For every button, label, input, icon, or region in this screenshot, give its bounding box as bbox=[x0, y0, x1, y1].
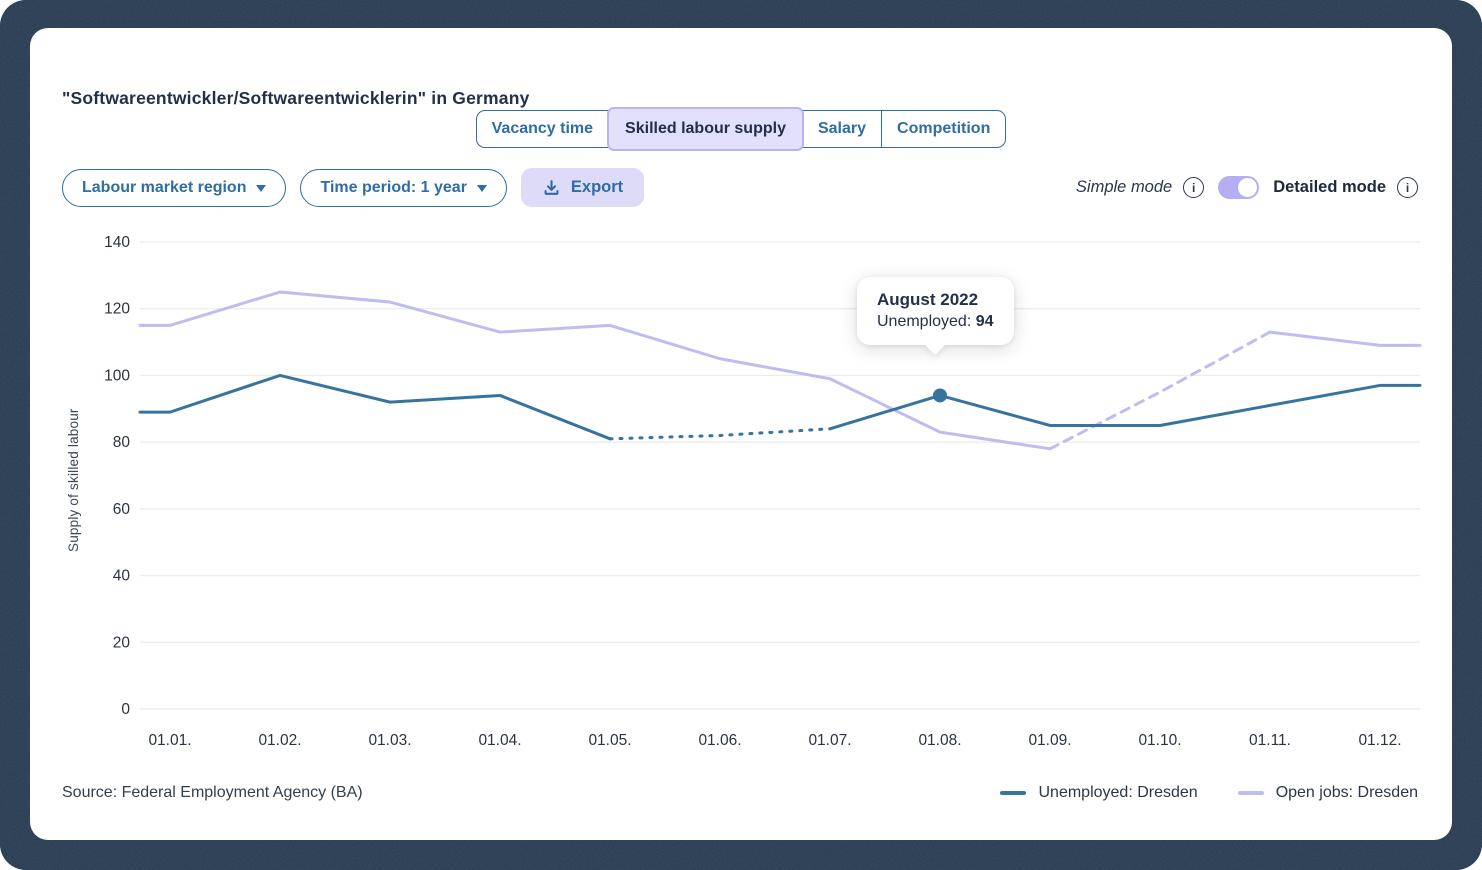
footer-row: Source: Federal Employment Agency (BA) U… bbox=[62, 784, 1418, 802]
time-period-dropdown[interactable]: Time period: 1 year bbox=[300, 168, 507, 207]
chart-area[interactable]: Supply of skilled labour 0 20 40 60 80 100 120… bbox=[62, 232, 1442, 772]
controls-row: Labour market region Time period: 1 year… bbox=[62, 168, 1418, 207]
svg-text:20: 20 bbox=[113, 634, 131, 651]
legend-item[interactable]: Unemployed: Dresden bbox=[1000, 784, 1198, 802]
simple-mode-label: Simple mode bbox=[1075, 178, 1173, 196]
chart-legend: Unemployed: Dresden Open jobs: Dresden bbox=[1000, 784, 1418, 802]
tab-group: Vacancy time Skilled labour supply Salary C… bbox=[475, 107, 1007, 151]
svg-text:80: 80 bbox=[113, 434, 131, 451]
svg-text:60: 60 bbox=[113, 501, 131, 518]
tooltip-title: August 2022 bbox=[877, 290, 979, 310]
svg-text:01.04.: 01.04. bbox=[478, 732, 521, 749]
svg-text:01.11.: 01.11. bbox=[1249, 732, 1291, 749]
svg-text:140: 140 bbox=[104, 234, 130, 251]
legend-swatch bbox=[1237, 791, 1264, 795]
tab-salary[interactable]: Salary bbox=[803, 111, 881, 147]
svg-text:01.05.: 01.05. bbox=[588, 732, 631, 749]
source-text: Source: Federal Employment Agency (BA) bbox=[62, 784, 363, 801]
svg-text:01.09.: 01.09. bbox=[1028, 732, 1071, 749]
svg-text:01.08.: 01.08. bbox=[918, 732, 961, 749]
detailed-mode-label: Detailed mode bbox=[1273, 178, 1386, 196]
svg-text:0: 0 bbox=[121, 701, 130, 718]
download-icon bbox=[544, 180, 559, 195]
highlighted-data-point[interactable] bbox=[933, 388, 947, 403]
chevron-down-icon bbox=[256, 185, 267, 192]
mode-switch-group: Simple mode Detailed mode bbox=[1076, 176, 1418, 199]
svg-text:01.06.: 01.06. bbox=[698, 732, 741, 749]
svg-text:120: 120 bbox=[104, 301, 130, 318]
chart-svg[interactable]: 0 20 40 60 80 100 120 140 01.01. 01.02. 01.03. 01.0… bbox=[90, 232, 1430, 772]
tab-competition[interactable]: Competition bbox=[881, 111, 1005, 147]
controls-left: Labour market region Time period: 1 year… bbox=[62, 168, 645, 207]
tabs-row: Vacancy time Skilled labour supply Salary C… bbox=[30, 107, 1452, 151]
export-button[interactable]: Export bbox=[520, 168, 645, 207]
toggle-knob bbox=[1238, 178, 1258, 197]
time-period-label: Time period: 1 year bbox=[320, 178, 467, 196]
svg-text:01.03.: 01.03. bbox=[368, 732, 411, 749]
tab-vacancy-time[interactable]: Vacancy time bbox=[477, 111, 608, 147]
labour-market-region-dropdown[interactable]: Labour market region bbox=[62, 168, 287, 207]
labour-market-region-label: Labour market region bbox=[82, 178, 247, 196]
svg-text:40: 40 bbox=[113, 568, 131, 585]
legend-label: Open jobs: Dresden bbox=[1275, 784, 1418, 801]
legend-item[interactable]: Open jobs: Dresden bbox=[1237, 784, 1418, 802]
export-label: Export bbox=[570, 178, 624, 196]
tooltip-value-line: Unemployed: 94 bbox=[877, 313, 994, 331]
svg-text:01.01.: 01.01. bbox=[148, 732, 191, 749]
mode-toggle[interactable] bbox=[1218, 176, 1260, 199]
main-card: "Softwareentwickler/Softwareentwicklerin… bbox=[30, 28, 1452, 840]
svg-text:01.10.: 01.10. bbox=[1138, 732, 1181, 749]
legend-swatch bbox=[1000, 791, 1027, 795]
svg-text:01.12.: 01.12. bbox=[1358, 732, 1401, 749]
tab-skilled-labour-supply[interactable]: Skilled labour supply bbox=[607, 107, 804, 151]
svg-text:01.07.: 01.07. bbox=[808, 732, 851, 749]
tooltip-value: 94 bbox=[975, 313, 994, 331]
svg-text:100: 100 bbox=[104, 367, 130, 384]
chart-tooltip: August 2022 Unemployed: 94 bbox=[857, 277, 1014, 356]
y-axis-title: Supply of skilled labour bbox=[66, 408, 81, 552]
page-title: "Softwareentwickler/Softwareentwicklerin… bbox=[62, 88, 530, 108]
svg-text:01.02.: 01.02. bbox=[258, 732, 301, 749]
legend-label: Unemployed: Dresden bbox=[1038, 784, 1198, 801]
chevron-down-icon bbox=[476, 185, 487, 192]
info-icon[interactable] bbox=[1183, 177, 1205, 198]
info-icon[interactable] bbox=[1397, 177, 1418, 198]
